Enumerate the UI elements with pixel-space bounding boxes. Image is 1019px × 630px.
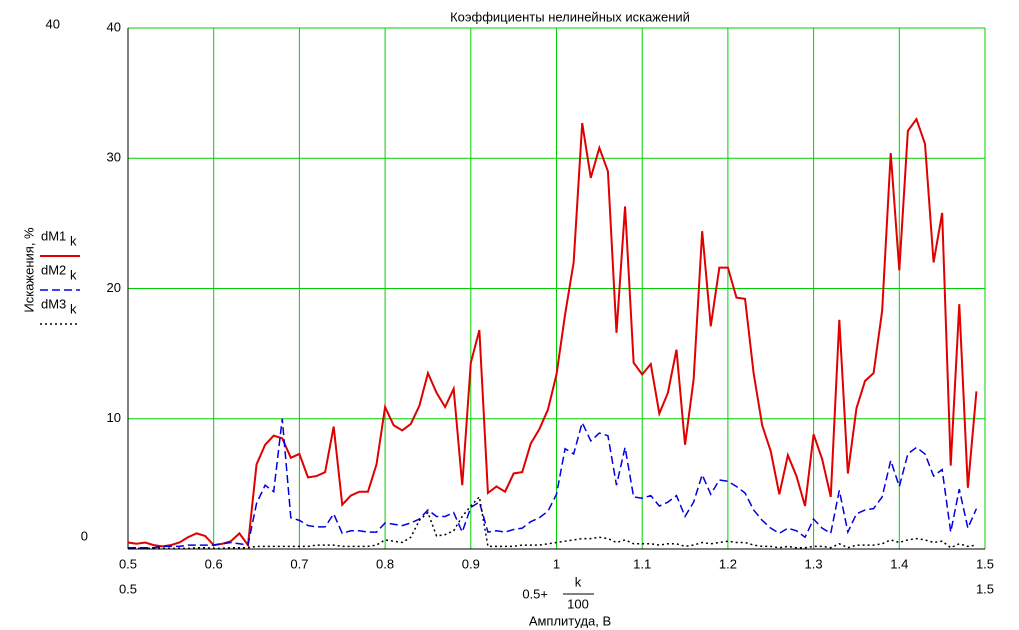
data-line [127,117,978,548]
legend-label: dM3 [41,296,66,311]
legend-subscript: k [70,233,77,248]
x-tick-label: 0.9 [462,556,480,571]
x-tick-label: 1.2 [719,556,737,571]
legend-subscript: k [70,267,77,282]
y-tick-label: 20 [107,280,121,295]
x-tick-label: 1 [553,556,560,571]
x-expression-prefix: 0.5+ [522,586,548,601]
data-line [128,495,977,550]
x-tick-label: 1.5 [976,556,994,571]
x-tick-label: 0.6 [205,556,223,571]
x-limit-label: 0.5 [119,581,137,596]
chart-title: Коэффициенты нелинейных искажений [450,9,690,24]
x-tick-label: 1.4 [890,556,908,571]
legend-subscript: k [70,301,77,316]
x-expression-numerator: k [575,574,582,589]
legend-label: dM1 [41,228,66,243]
y-tick-label: 40 [107,19,121,34]
y-tick-label: 30 [107,150,121,165]
x-axis-label: Амплитуда, В [529,613,611,628]
x-expression-denominator: 100 [567,596,589,611]
x-tick-label: 0.8 [376,556,394,571]
y-axis-label: Искажения, % [21,227,36,313]
y-tick-label: 10 [107,410,121,425]
x-tick-label: 0.7 [290,556,308,571]
x-tick-label: 1.3 [805,556,823,571]
legend-label: dM2 [41,262,66,277]
y-limit-label: 40 [46,16,60,31]
x-tick-label: 1.1 [633,556,651,571]
x-limit-label: 1.5 [976,581,994,596]
x-tick-label: 0.5 [119,556,137,571]
y-limit-label: 0 [81,528,88,543]
